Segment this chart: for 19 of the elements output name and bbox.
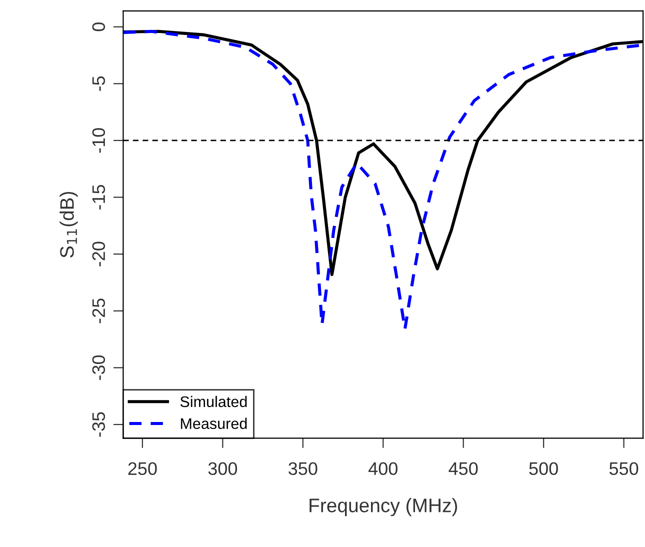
x-axis-title: Frequency (MHz) [310,498,458,516]
y-tick-label: -35 [92,412,106,437]
y-tick-label: -10 [92,128,106,153]
y-tick-label: -25 [92,298,106,324]
y-tick-label: -5 [92,76,106,91]
x-tick-label: 450 [448,462,478,476]
x-tick-label: 300 [208,462,238,476]
y-tick-label: -20 [92,242,106,266]
legend-label: Measured [180,418,247,430]
x-tick-label: 350 [288,462,318,476]
x-tick-label: 550 [609,462,638,476]
y-tick-label: 0 [92,22,106,32]
y-tick-label: -30 [92,355,106,380]
legend-label: Simulated [180,396,247,408]
x-tick-label: 500 [529,462,558,476]
y-axis-title: S$_{11}$(dB) [60,192,78,258]
y-tick-label: -15 [92,184,106,210]
x-tick-label: 250 [128,462,157,476]
x-tick-label: 400 [368,462,398,476]
